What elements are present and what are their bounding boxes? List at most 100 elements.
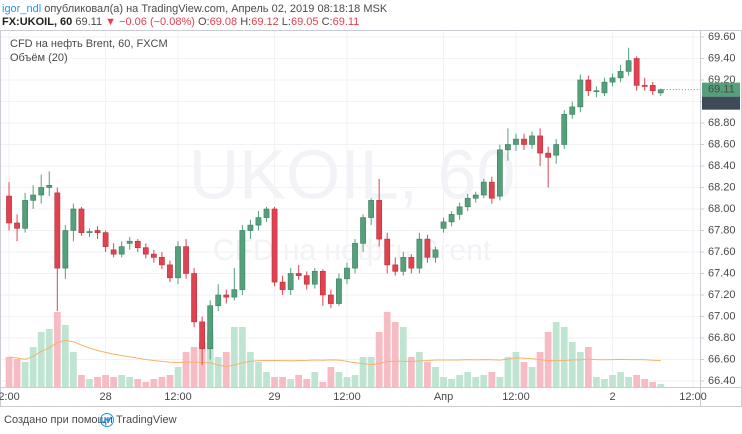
volume-bar (214, 357, 222, 387)
user-link[interactable]: igor_ndl (2, 3, 41, 15)
volume-bar (295, 375, 303, 387)
x-tick-label: 2 (609, 391, 615, 403)
candle-body (319, 271, 326, 296)
volume-bar (45, 329, 53, 387)
candle-body (86, 231, 93, 233)
candle-body (271, 208, 278, 283)
y-tick-label: 68.60 (708, 138, 736, 150)
volume-bar (94, 377, 101, 387)
candle-body (191, 273, 197, 323)
volume-bar (206, 332, 214, 387)
y-tick-label: 69.60 (708, 31, 736, 43)
volume-bar (504, 357, 512, 387)
volume-bar (53, 312, 61, 387)
candle-body (344, 267, 350, 280)
volume-bar (335, 372, 343, 387)
y-tick-label: 69.40 (708, 52, 736, 64)
volume-bar (520, 362, 528, 387)
volume-bar (142, 382, 150, 387)
volume-bar (61, 325, 69, 387)
x-tick-label: 28 (99, 391, 111, 403)
y-tick-label: 68.00 (708, 203, 736, 215)
brand[interactable]: TradingView (116, 414, 177, 426)
watermark: UKOIL, 60 (189, 135, 516, 213)
volume-bar (271, 377, 278, 387)
change: ▼ −0.06 (−0.08%) (105, 16, 195, 28)
volume-bar (593, 377, 600, 387)
candle-body (167, 264, 173, 279)
x-tick-label: 12:00 (679, 391, 707, 403)
candle-body (30, 194, 37, 201)
volume-bar (552, 322, 560, 387)
volume-bar (472, 377, 480, 387)
candle-body (62, 230, 69, 269)
x-tick-label: 12:00 (502, 391, 530, 403)
y-tick-label: 67.40 (708, 267, 736, 279)
volume-bar (544, 332, 552, 387)
candle-body (303, 275, 310, 285)
candle-body (159, 257, 165, 266)
candle-body (456, 206, 463, 215)
brand-logo[interactable] (100, 413, 114, 427)
header-line: igor_ndl опубликовал(а) на TradingView.c… (2, 3, 388, 15)
candle-body (239, 230, 246, 290)
y-tick-label: 66.80 (708, 332, 736, 344)
candle-body (336, 278, 342, 304)
candle-body (617, 71, 624, 79)
volume-bar (166, 375, 174, 387)
h-value: 69.12 (251, 16, 279, 28)
logo-ring (100, 413, 114, 427)
candle-body (641, 85, 648, 87)
grid (1, 31, 700, 387)
candle-body (464, 197, 471, 208)
volume-bar (351, 375, 359, 387)
x-tick-label: 12:00 (333, 391, 361, 403)
chart-title: CFD на нефть Brent, 60, FXCM (10, 38, 168, 50)
volume-bar (118, 375, 126, 387)
candle-body (279, 281, 286, 290)
candle-body (529, 135, 535, 145)
volume-bar (247, 352, 254, 387)
candle-body (408, 257, 415, 269)
x-tick-label: 12:00 (164, 391, 192, 403)
volume-bar (343, 377, 351, 387)
volume-bar (383, 312, 391, 387)
candle-body (207, 305, 214, 350)
volume-bar (255, 362, 262, 387)
candle-body (432, 249, 439, 258)
volume-ma (8, 339, 661, 367)
candle-body (46, 185, 53, 188)
volume-bar (5, 357, 13, 387)
candle-body (118, 246, 125, 255)
symbol: FX:UKOIL, 60 (2, 16, 72, 28)
candle-body (384, 238, 391, 266)
candle-body (609, 77, 616, 83)
candle-body (440, 221, 447, 229)
candle-body (416, 238, 423, 269)
plot (5, 47, 665, 387)
volume-bar (568, 342, 576, 387)
volume-bar (657, 384, 665, 387)
volume-bar (496, 377, 504, 387)
candle-body (150, 253, 157, 258)
x-tick-label: 2:00 (0, 391, 20, 403)
y-tick-label: 67.80 (708, 224, 736, 236)
volume-bar (584, 347, 592, 387)
volume-bar (367, 357, 375, 387)
volume-bar (78, 375, 85, 387)
y-tick-label: 68.20 (708, 181, 736, 193)
candle-body (360, 217, 366, 244)
volume-bar (150, 379, 158, 387)
candle-body (472, 194, 479, 199)
candle-body (505, 144, 511, 151)
countdown-label: 41:44 (708, 98, 736, 110)
y-tick-label: 67.60 (708, 246, 736, 258)
y-tick-label: 67.00 (708, 310, 736, 322)
candle-body (6, 195, 12, 224)
candle-body (545, 152, 552, 158)
candle-body (448, 214, 455, 223)
price: 69.11 (75, 16, 102, 28)
candle-body (287, 273, 294, 290)
candle-body (513, 138, 519, 145)
